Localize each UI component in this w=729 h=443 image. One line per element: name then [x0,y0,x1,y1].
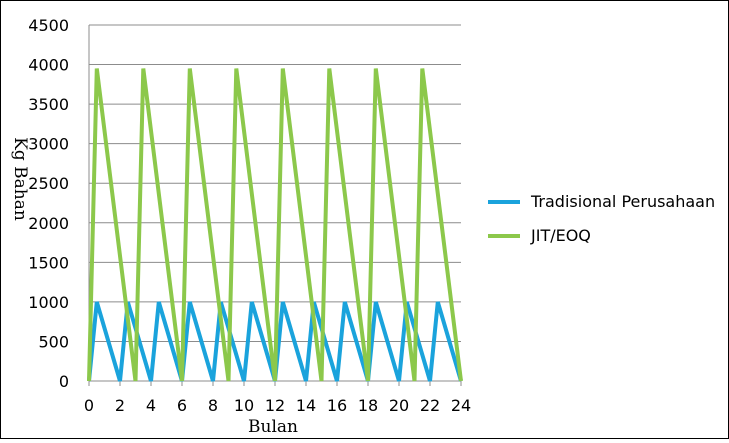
x-axis-title: Bulan [248,417,298,437]
x-tick-label: 24 [451,396,471,415]
x-tick-label: 16 [327,396,347,415]
x-tick-label: 8 [208,396,218,415]
y-tick-label: 2000 [28,214,69,233]
x-tick-label: 0 [84,396,94,415]
x-tick-label: 20 [389,396,409,415]
series-lines [87,68,463,382]
y-tick-label: 1500 [28,253,69,272]
x-tick-label: 10 [234,396,254,415]
x-tick-label: 22 [420,396,440,415]
x-tick-label: 18 [358,396,378,415]
y-axis-title: Kg Bahan [10,137,30,221]
series-line-jit-eoq [87,68,463,382]
x-tick-label: 6 [177,396,187,415]
x-tick-label: 4 [146,396,156,415]
x-tick-label: 2 [115,396,125,415]
y-tick-label: 4000 [28,56,69,75]
y-tick-label: 4500 [28,16,69,35]
y-tick-label: 3500 [28,95,69,114]
legend: Tradisional Perusahaan JIT/EOQ [488,192,715,245]
x-tick-label: 12 [265,396,285,415]
y-tick-label: 500 [38,332,69,351]
legend-label: Tradisional Perusahaan [530,192,715,211]
y-tick-label: 3000 [28,135,69,154]
y-tick-label: 0 [59,372,69,391]
y-tick-label: 1000 [28,293,69,312]
x-tick-label: 14 [296,396,316,415]
legend-label: JIT/EOQ [530,226,591,245]
y-tick-label: 2500 [28,174,69,193]
